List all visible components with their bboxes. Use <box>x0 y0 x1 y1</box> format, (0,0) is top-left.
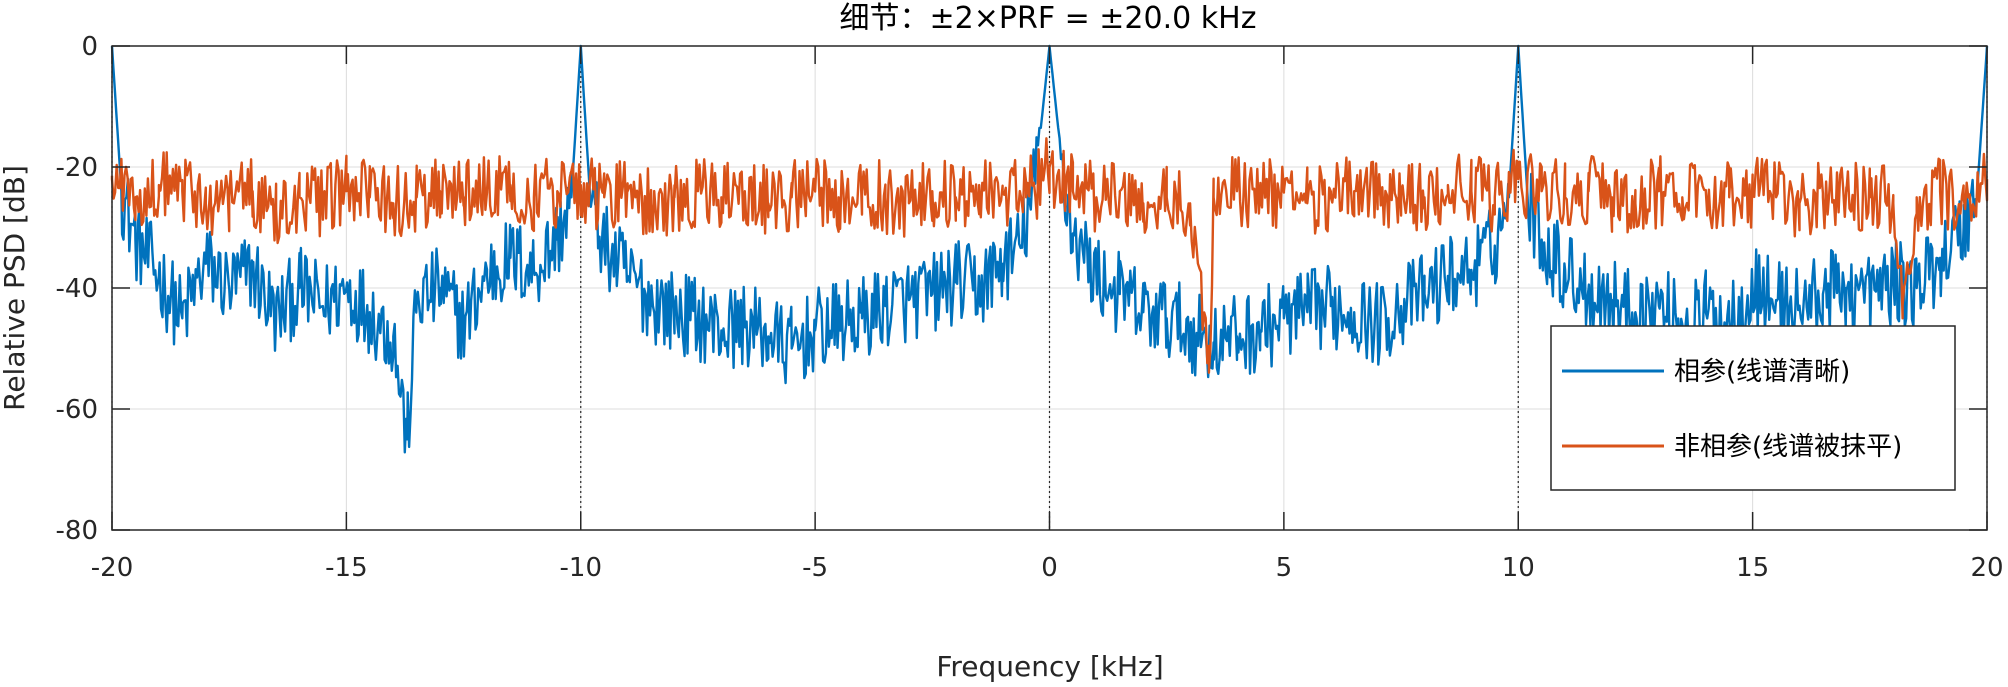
legend-label-coherent: 相参(线谱清晰) <box>1674 357 1850 387</box>
x-tick-label: 10 <box>1502 553 1535 583</box>
axis-ticks <box>111 45 1988 531</box>
y-tick-label: -60 <box>56 395 98 425</box>
y-tick-labels: -80 -60 -40 -20 0 <box>56 32 98 546</box>
x-axis-title: Frequency [kHz] <box>936 650 1163 683</box>
legend-box <box>1550 325 1956 491</box>
legend-label-noncoherent: 非相参(线谱被抹平) <box>1674 432 1902 462</box>
y-tick-label: -80 <box>56 516 98 546</box>
y-tick-label: -40 <box>56 274 98 304</box>
x-tick-label: -10 <box>560 553 602 583</box>
y-axis-title: Relative PSD [dB] <box>0 165 31 411</box>
x-tick-label: -20 <box>91 553 133 583</box>
x-tick-label: -5 <box>802 553 828 583</box>
series-line-1 <box>110 137 1989 374</box>
y-tick-label: 0 <box>81 32 98 62</box>
x-tick-labels: -20 -15 -10 -5 0 5 10 15 20 <box>91 553 2004 583</box>
x-tick-label: 5 <box>1276 553 1293 583</box>
x-tick-label: -15 <box>325 553 367 583</box>
x-tick-label: 0 <box>1041 553 1058 583</box>
chart-title: 细节：±2×PRF = ±20.0 kHz <box>840 1 1257 36</box>
x-tick-label: 15 <box>1736 553 1769 583</box>
y-tick-label: -20 <box>56 153 98 183</box>
legend: 相参(线谱清晰) 非相参(线谱被抹平) <box>1550 325 1956 491</box>
x-tick-label: 20 <box>1970 553 2003 583</box>
